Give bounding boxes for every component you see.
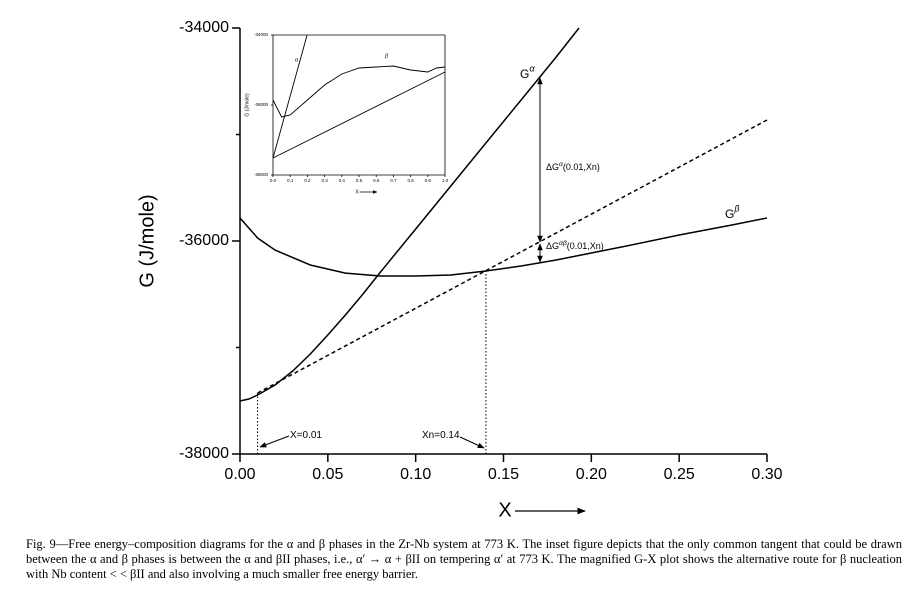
annotation: X=0.01 bbox=[290, 430, 322, 441]
x-tick-label: 0.4 bbox=[339, 178, 346, 183]
y-tick-label: -34000 bbox=[254, 32, 269, 37]
annotation-sup: α bbox=[559, 161, 564, 168]
y-axis-label: G (J/mole) bbox=[244, 93, 250, 117]
x-tick-label: 0.15 bbox=[488, 466, 519, 483]
x-tick-label: 0.8 bbox=[407, 178, 414, 183]
series-line bbox=[272, 34, 308, 159]
annotation: ΔGαβ(0.01,Xn) bbox=[546, 240, 604, 252]
figure: -38000 -36000 -34000 0.00 0.05 0.10 0.15 0.20 0.… bbox=[136, 19, 782, 521]
y-tick-label: -34000 bbox=[179, 19, 229, 36]
x-tick-label: 0.1 bbox=[287, 178, 294, 183]
x-tick-label: 0.6 bbox=[373, 178, 380, 183]
x-tick-label: 0.10 bbox=[400, 466, 431, 483]
annotation: Xn=0.14 bbox=[422, 430, 460, 441]
x-axis-label: X bbox=[355, 189, 359, 195]
y-tick-label: -36000 bbox=[179, 232, 229, 249]
x-tick-label: 0.9 bbox=[425, 178, 432, 183]
x-tick-label: 0.25 bbox=[664, 466, 695, 483]
y-axis-label: G (J/mole) bbox=[136, 194, 158, 287]
series-label: β bbox=[384, 53, 389, 59]
annotation-tail: (0.01,Xn) bbox=[563, 162, 600, 172]
annotation-text: X=0.01 bbox=[290, 430, 322, 441]
annotation-text: G bbox=[520, 67, 529, 81]
caption: Fig. 9—Free energy–composition diagrams … bbox=[26, 537, 902, 581]
series-label: α bbox=[295, 57, 299, 63]
annotation-arrow bbox=[259, 435, 290, 448]
series-line bbox=[239, 217, 768, 277]
annotation: Gα bbox=[520, 64, 535, 81]
x-tick-label: 1.0 bbox=[442, 178, 449, 183]
x-tick-label: 0.00 bbox=[224, 466, 255, 483]
series-line bbox=[239, 27, 580, 402]
annotation-arrow bbox=[459, 436, 485, 449]
y-tick-label: -38000 bbox=[179, 445, 229, 462]
annotation: Gβ bbox=[725, 204, 740, 221]
series-line bbox=[272, 71, 446, 159]
annotation-tail: (0.01,Xn) bbox=[567, 241, 604, 251]
series-line bbox=[257, 119, 768, 394]
x-axis-label: X bbox=[498, 499, 511, 521]
x-tick-label: 0.7 bbox=[390, 178, 397, 183]
x-tick-label: 0.05 bbox=[312, 466, 343, 483]
x-tick-label: 0.3 bbox=[321, 178, 328, 183]
x-tick-label: 0.30 bbox=[751, 466, 782, 483]
annotation-sup: β bbox=[733, 204, 739, 214]
annotation-text: ΔG bbox=[546, 162, 559, 172]
y-tick-label: -38000 bbox=[254, 172, 269, 177]
x-tick-label: 0.20 bbox=[576, 466, 607, 483]
series-line bbox=[272, 65, 446, 118]
annotation-sup: α bbox=[529, 64, 535, 74]
y-tick-label: -36000 bbox=[254, 102, 269, 107]
annotation-text: ΔG bbox=[546, 241, 559, 251]
annotation-text: Xn=0.14 bbox=[422, 430, 460, 441]
x-tick-label: 0.0 bbox=[270, 178, 277, 183]
annotation-text: G bbox=[725, 207, 734, 221]
x-tick-label: 0.5 bbox=[356, 178, 363, 183]
x-tick-label: 0.2 bbox=[304, 178, 311, 183]
annotation: ΔGα(0.01,Xn) bbox=[546, 161, 600, 173]
annotation-sup: αβ bbox=[559, 240, 567, 247]
